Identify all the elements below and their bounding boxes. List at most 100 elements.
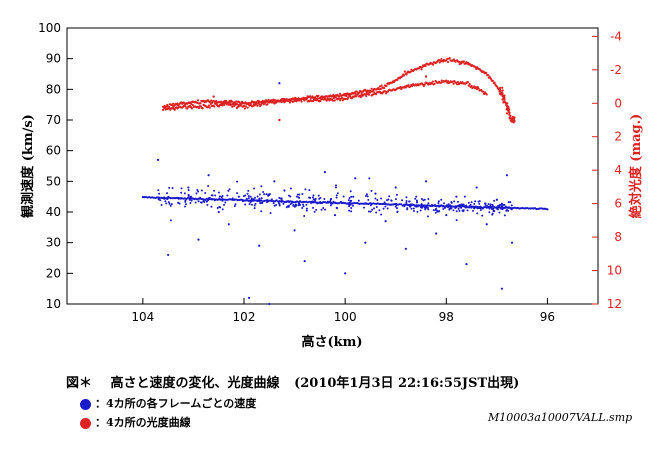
speed-point — [374, 197, 377, 200]
speed-point — [394, 186, 397, 189]
speed-fit-point — [451, 205, 454, 208]
speed-point — [303, 259, 306, 263]
speed-point — [263, 193, 266, 196]
speed-point — [477, 206, 480, 209]
magnitude-point — [173, 108, 176, 111]
speed-point — [388, 195, 391, 198]
speed-point — [269, 212, 272, 215]
y-left-tick-label: 10 — [46, 297, 61, 311]
speed-point — [383, 201, 386, 204]
speed-point — [460, 206, 463, 209]
magnitude-point — [334, 96, 337, 99]
speed-point — [289, 187, 292, 190]
speed-point — [217, 191, 220, 194]
speed-point — [233, 198, 236, 201]
magnitude-point — [294, 98, 297, 101]
magnitude-point — [508, 116, 511, 119]
speed-point — [170, 203, 173, 206]
speed-point — [437, 202, 440, 205]
speed-point — [324, 208, 327, 211]
magnitude-point — [439, 59, 442, 63]
speed-point — [435, 232, 438, 235]
speed-point — [332, 200, 335, 203]
magnitude-point — [309, 95, 312, 98]
speed-point — [311, 201, 314, 204]
speed-point — [247, 197, 250, 200]
speed-point — [228, 188, 231, 191]
speed-point — [336, 207, 339, 210]
magnitude-point — [403, 70, 406, 73]
magnitude-point — [338, 92, 342, 95]
speed-fit-point — [381, 202, 384, 206]
magnitude-point — [267, 98, 270, 102]
speed-point — [432, 209, 435, 212]
speed-point — [420, 197, 423, 200]
speed-point — [493, 199, 496, 202]
speed-point — [414, 197, 417, 200]
magnitude-point — [295, 100, 298, 103]
magnitude-point — [432, 63, 435, 66]
speed-point — [252, 198, 255, 201]
magnitude-point — [420, 68, 423, 71]
speed-point — [330, 202, 333, 205]
speed-fit-point — [155, 196, 158, 199]
speed-point — [190, 199, 193, 202]
speed-point — [491, 203, 494, 206]
speed-point — [417, 204, 420, 207]
legend-item-lightcurve: ：4カ所の光度曲線 — [80, 414, 191, 430]
speed-point — [484, 202, 487, 205]
speed-point — [456, 200, 459, 203]
speed-point — [476, 212, 479, 215]
y-left-tick-label: 60 — [46, 144, 61, 158]
speed-point — [326, 200, 329, 203]
speed-point — [334, 201, 337, 204]
speed-point — [256, 195, 259, 198]
magnitude-point — [161, 108, 165, 111]
speed-point — [424, 180, 428, 183]
speed-point — [194, 201, 197, 204]
speed-point — [487, 203, 490, 206]
speed-point — [308, 189, 311, 192]
speed-point — [387, 198, 390, 201]
speed-point — [335, 184, 338, 187]
y-right-tick-label: -4 — [610, 29, 622, 43]
speed-fit-point — [530, 207, 533, 210]
magnitude-point — [433, 82, 436, 85]
speed-point — [233, 205, 236, 208]
speed-point — [279, 197, 282, 200]
speed-point — [405, 196, 408, 199]
speed-fit-point — [382, 202, 386, 206]
speed-point — [416, 210, 419, 213]
speed-point — [489, 204, 492, 207]
speed-point — [505, 209, 508, 212]
magnitude-point — [240, 103, 243, 106]
speed-point — [223, 203, 226, 206]
magnitude-point — [423, 83, 426, 86]
speed-fit-point — [239, 198, 242, 201]
magnitude-point — [491, 79, 495, 82]
speed-point — [404, 247, 407, 250]
magnitude-point — [446, 60, 450, 64]
speed-point — [395, 207, 398, 210]
speed-point — [211, 198, 214, 201]
speed-point — [375, 211, 378, 214]
magnitude-point — [243, 107, 246, 110]
speed-point — [493, 210, 496, 213]
caption-label: 図＊ — [66, 376, 93, 391]
speed-point — [180, 187, 183, 190]
speed-point — [312, 206, 315, 209]
magnitude-point — [365, 94, 368, 98]
speed-point — [320, 208, 323, 211]
speed-point — [226, 198, 229, 201]
magnitude-point — [485, 93, 488, 96]
speed-point — [465, 263, 468, 266]
speed-point — [491, 213, 494, 216]
speed-point — [256, 200, 259, 203]
speed-point — [335, 194, 338, 197]
magnitude-point — [460, 62, 463, 65]
magnitude-point — [231, 105, 234, 108]
speed-point — [329, 200, 332, 203]
speed-point — [196, 188, 199, 191]
magnitude-point — [493, 81, 496, 84]
speed-point — [167, 201, 170, 204]
